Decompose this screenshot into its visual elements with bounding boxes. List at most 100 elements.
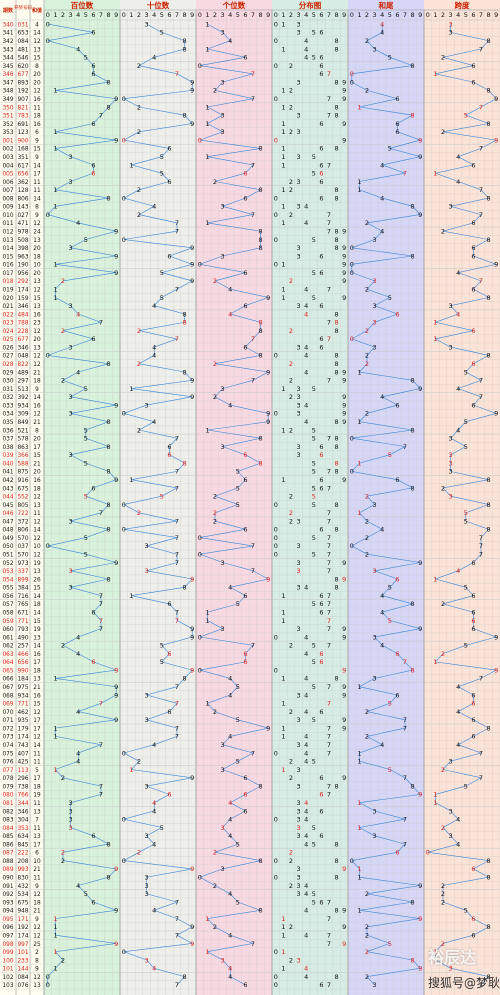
panel-mark-4: 2 (365, 708, 369, 716)
panel-mark-4: 1 (357, 418, 361, 426)
panel-mark-1: 6 (167, 791, 171, 799)
panel-mark-1: 4 (152, 418, 156, 426)
dist-mark: 1 (281, 700, 285, 708)
dist-mark: 1 (281, 294, 285, 302)
panel-mark-0: 1 (53, 145, 57, 153)
panel-mark-2: 8 (259, 319, 263, 327)
panel-mark-4: 8 (411, 956, 415, 964)
dist-mark: 5 (312, 658, 316, 666)
draw-number: 076 (17, 983, 28, 989)
digit-header: 4 (76, 11, 80, 19)
dist-mark: 3 (297, 443, 301, 451)
panel-mark-0: 2 (61, 857, 65, 865)
panel-mark-2: 3 (221, 443, 225, 451)
period-label: 064 (2, 660, 13, 666)
dist-mark: 3 (297, 343, 301, 351)
panel-mark-4: 4 (380, 29, 384, 37)
dist-mark: 3 (297, 203, 301, 211)
panel-mark-5: 8 (487, 37, 491, 45)
panel-mark-4: 5 (388, 940, 392, 948)
dist-mark: 5 (312, 890, 316, 898)
panel-mark-0: 2 (61, 774, 65, 782)
draw-number: 956 (17, 271, 28, 277)
period-label: 066 (2, 677, 13, 683)
period-label: 041 (2, 470, 13, 476)
dist-mark: 7 (327, 319, 331, 327)
sum-value: 15 (33, 147, 41, 153)
panel-mark-5: 2 (441, 600, 445, 608)
dist-mark: 3 (297, 716, 301, 724)
sum-value: 12 (33, 925, 41, 931)
panel-mark-5: 6 (471, 700, 475, 708)
dist-mark: 8 (335, 186, 339, 194)
panel-mark-4: 1 (357, 874, 361, 882)
panel-mark-0: 6 (91, 832, 95, 840)
panel-mark-2: 8 (259, 228, 263, 236)
sum-value: 20 (33, 80, 41, 86)
panel-mark-2: 1 (205, 219, 209, 227)
draw-number: 653 (17, 31, 28, 37)
period-label: 083 (2, 818, 13, 824)
panel-mark-0: 4 (76, 633, 80, 641)
dist-mark: 7 (327, 161, 331, 169)
period-label: 053 (2, 569, 13, 575)
draw-number: 508 (17, 238, 28, 244)
sum-value: 12 (33, 975, 41, 981)
period-label: 086 (2, 842, 13, 848)
panel-mark-1: 6 (167, 451, 171, 459)
panel-mark-5: 2 (441, 54, 445, 62)
panel-mark-4: 5 (388, 584, 392, 592)
dist-mark: 7 (327, 981, 331, 989)
panel-mark-4: 6 (395, 575, 399, 583)
panel-mark-2: 3 (221, 252, 225, 260)
panel-mark-0: 6 (91, 335, 95, 343)
panel-mark-2: 8 (259, 857, 263, 865)
panel-mark-2: 3 (221, 203, 225, 211)
panel-mark-0: 9 (114, 136, 118, 144)
draw-number: 292 (17, 279, 28, 285)
dist-mark: 1 (281, 219, 285, 227)
panel-mark-4: 4 (380, 194, 384, 202)
panel-mark-2: 3 (221, 112, 225, 120)
panel-mark-1: 7 (175, 981, 179, 989)
panel-mark-1: 7 (175, 228, 179, 236)
panel-mark-0: 9 (114, 95, 118, 103)
panel-mark-0: 1 (53, 931, 57, 939)
draw-number: 208 (17, 859, 28, 865)
period-label: 091 (2, 884, 13, 890)
panel-mark-0: 8 (107, 418, 111, 426)
panel-mark-1: 7 (175, 733, 179, 741)
period-label: 044 (2, 495, 13, 501)
panel-mark-2: 3 (221, 78, 225, 86)
dist-mark: 0 (274, 194, 278, 202)
dist-mark: 6 (319, 898, 323, 906)
panel-mark-1: 0 (122, 857, 126, 865)
sum-value: 9 (35, 213, 39, 219)
period-label: 096 (2, 925, 13, 931)
panel-mark-4: 8 (411, 377, 415, 385)
sum-value: 16 (33, 312, 41, 318)
digit-header: 9 (342, 11, 346, 19)
panel-mark-5: 5 (464, 907, 468, 915)
dist-mark: 5 (312, 269, 316, 277)
panel-mark-2: 8 (259, 352, 263, 360)
digit-header: 1 (433, 11, 437, 19)
panel-mark-0: 3 (69, 451, 73, 459)
draw-number: 123 (17, 130, 28, 136)
panel-mark-0: 7 (99, 509, 103, 517)
panel-mark-0: 6 (91, 658, 95, 666)
period-label: 006 (2, 180, 13, 186)
dist-mark: 3 (297, 865, 301, 873)
dist-mark: 7 (327, 931, 331, 939)
draw-number: 346 (17, 345, 28, 351)
dist-mark: 5 (312, 758, 316, 766)
draw-number: 793 (17, 627, 28, 633)
panel-mark-5: 2 (441, 766, 445, 774)
dist-mark: 9 (342, 410, 346, 418)
dist-mark: 6 (319, 708, 323, 716)
dist-mark: 7 (327, 940, 331, 948)
panel-mark-4: 0 (350, 542, 354, 550)
dist-mark: 5 (312, 29, 316, 37)
panel-mark-0: 8 (107, 194, 111, 202)
panel-mark-4: 6 (395, 120, 399, 128)
